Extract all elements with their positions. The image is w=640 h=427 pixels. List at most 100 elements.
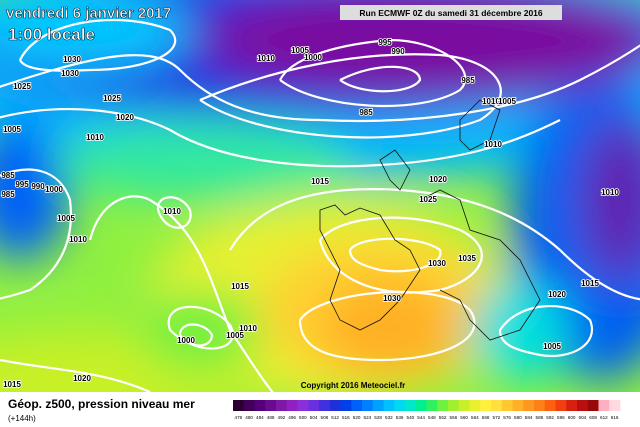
colorbar-tick-label: 580 [514,415,522,420]
isobar-label: 1010 [86,133,104,142]
colorbar-tick-label: 556 [450,415,458,420]
colorbar-tick-label: 492 [278,415,286,420]
isobar-label: 1025 [419,195,437,204]
colorbar-tick-label: 504 [310,415,318,420]
legend-title: Géop. z500, pression niveau mer [8,397,195,411]
colorbar-cell [394,400,406,411]
colorbar-tick-label: 588 [536,415,544,420]
colorbar-tick-label: 488 [267,415,275,420]
colorbar-cell [587,400,599,411]
colorbar-cell [362,400,374,411]
colorbar-tick-label: 592 [546,415,554,420]
colorbar-tick-label: 524 [364,415,372,420]
colorbar-tick-label: 484 [256,415,264,420]
colorbar-tick-label: 584 [525,415,533,420]
isobar-label: 1020 [73,374,91,383]
colorbar-tick-label: 552 [439,415,447,420]
isobar-label: 1030 [383,294,401,303]
colorbar-cell [609,400,621,411]
isobar-label: 1020 [429,175,447,184]
isobar-label: 1020 [548,290,566,299]
isobar-label: 1000 [177,336,195,345]
isobar-label: 1005 [57,214,75,223]
isobar-label: 990 [391,47,405,56]
colorbar-tick-label: 496 [288,415,296,420]
colorbar-tick-label: 540 [407,415,415,420]
isobar-label: 1015 [311,177,329,186]
colorbar-cell [265,400,277,411]
colorbar-cell [577,400,589,411]
colorbar-cell [437,400,449,411]
colorbar: 476 480 484 488 492 496 500 504 508 512 516 520 524 5… [233,400,621,420]
colorbar-tick-label: 528 [374,415,382,420]
forecast-time: 1:00 locale [8,25,95,44]
forecast-date: vendredi 6 janvier 2017 [6,5,171,22]
isobar-label: 985 [1,171,15,180]
colorbar-tick-label: 572 [493,415,501,420]
isobar-label: 1030 [63,55,81,64]
colorbar-cell [491,400,503,411]
colorbar-cell [243,400,255,411]
isobar-label: 1030 [61,69,79,78]
colorbar-tick-label: 596 [557,415,565,420]
colorbar-tick-label: 612 [600,415,608,420]
isobar-label: 1020 [116,113,134,122]
isobar-label: 1025 [13,82,31,91]
isobar-label: 1010 [69,235,87,244]
isobar-label: 1030 [428,259,446,268]
isobar-label: 1015 [231,282,249,291]
isobar-label: 1010 [239,324,257,333]
colorbar-tick-label: 616 [611,415,619,420]
isobar-label: 985 [359,108,373,117]
colorbar-tick-label: 520 [353,415,361,420]
colorbar-cell [233,400,245,411]
copyright: Copyright 2016 Meteociel.fr [301,381,405,390]
isobar-label: 1005 [498,97,516,106]
isobar-label: 1015 [581,279,599,288]
colorbar-tick-label: 568 [482,415,490,420]
colorbar-tick-label: 604 [579,415,587,420]
colorbar-cell [254,400,266,411]
isobar-label: 1010 [484,140,502,149]
colorbar-cell [415,400,427,411]
colorbar-cell [534,400,546,411]
colorbar-cell [308,400,320,411]
colorbar-tick-label: 480 [245,415,253,420]
isobar-label: 1005 [3,125,21,134]
run-info: Run ECMWF 0Z du samedi 31 décembre 2016 [359,8,543,18]
colorbar-cell [319,400,331,411]
colorbar-cell [405,400,417,411]
colorbar-tick-label: 560 [460,415,468,420]
isobar-label: 1010 [163,207,181,216]
run-box [340,5,562,20]
colorbar-cell [501,400,513,411]
colorbar-cell [426,400,438,411]
isobar-label: 985 [1,190,15,199]
colorbar-tick-label: 576 [503,415,511,420]
isobar-label: 990 [31,182,45,191]
isobar-label: 1010 [257,54,275,63]
colorbar-tick-label: 512 [331,415,339,420]
colorbar-cell [458,400,470,411]
colorbar-tick-label: 476 [235,415,243,420]
colorbar-cell [351,400,363,411]
isobar-label: 1005 [291,46,309,55]
colorbar-cell [555,400,567,411]
isobar-label: 1005 [226,331,244,340]
isobar-label: 1010 [482,97,500,106]
colorbar-cell [276,400,288,411]
colorbar-cell [297,400,309,411]
isobar-label: 1015 [3,380,21,389]
colorbar-cell [383,400,395,411]
colorbar-cell [448,400,460,411]
colorbar-cell [469,400,481,411]
colorbar-tick-label: 600 [568,415,576,420]
isobar-label: 985 [461,76,475,85]
legend-subtitle: (+144h) [8,414,36,423]
colorbar-cell [512,400,524,411]
isobar-label: 1035 [458,254,476,263]
isobar-label: 1010 [601,188,619,197]
